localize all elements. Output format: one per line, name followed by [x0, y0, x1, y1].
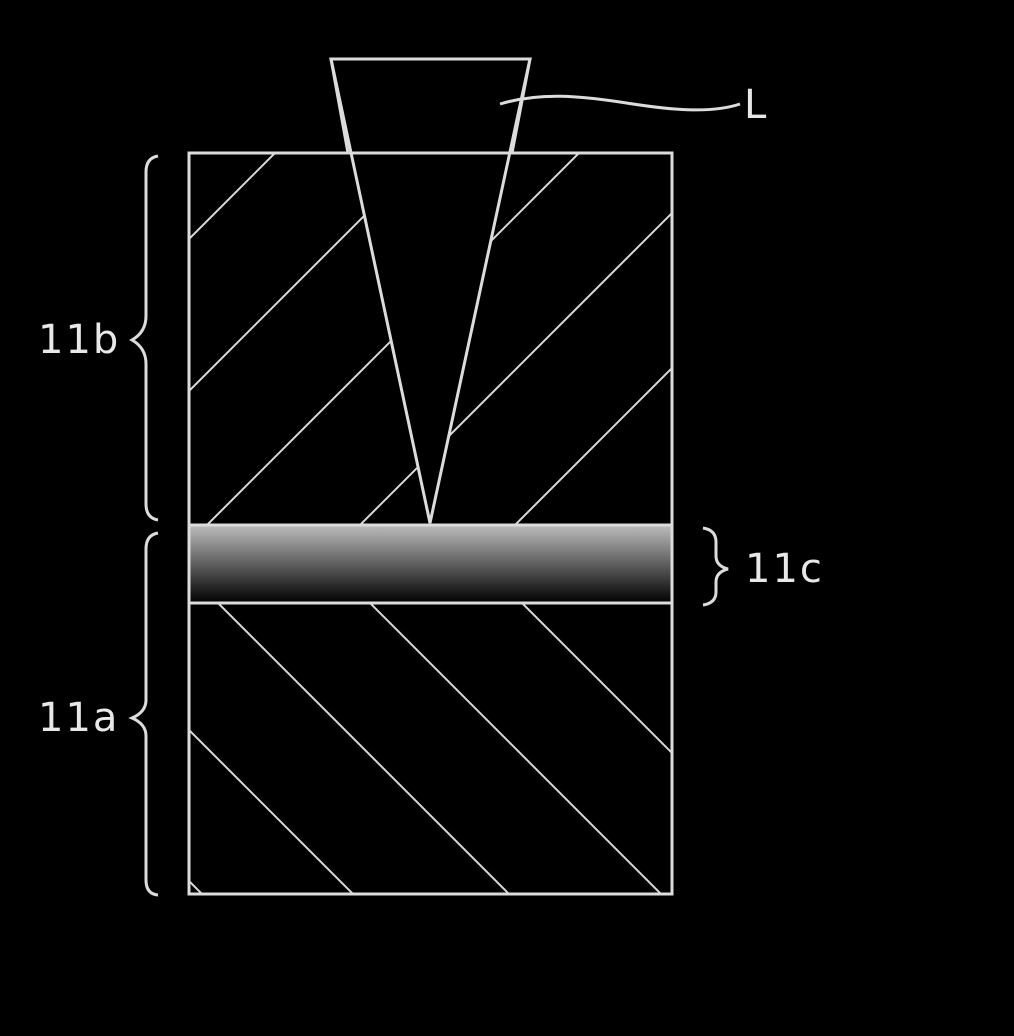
middle-layer-brace — [702, 526, 729, 607]
beam-leader-line — [499, 94, 741, 112]
beam-cone — [329, 57, 532, 524]
middle-layer-band — [189, 525, 672, 603]
lower-layer-hatch — [189, 603, 672, 894]
upper-layer-label: 11b — [38, 317, 120, 363]
lower-layer-brace — [128, 531, 159, 897]
beam-outline — [329, 57, 532, 154]
middle-layer-label: 11c — [745, 546, 824, 592]
upper-layer-brace — [128, 154, 159, 522]
beam-label: L — [744, 82, 768, 128]
lower-layer-label: 11a — [38, 695, 119, 741]
